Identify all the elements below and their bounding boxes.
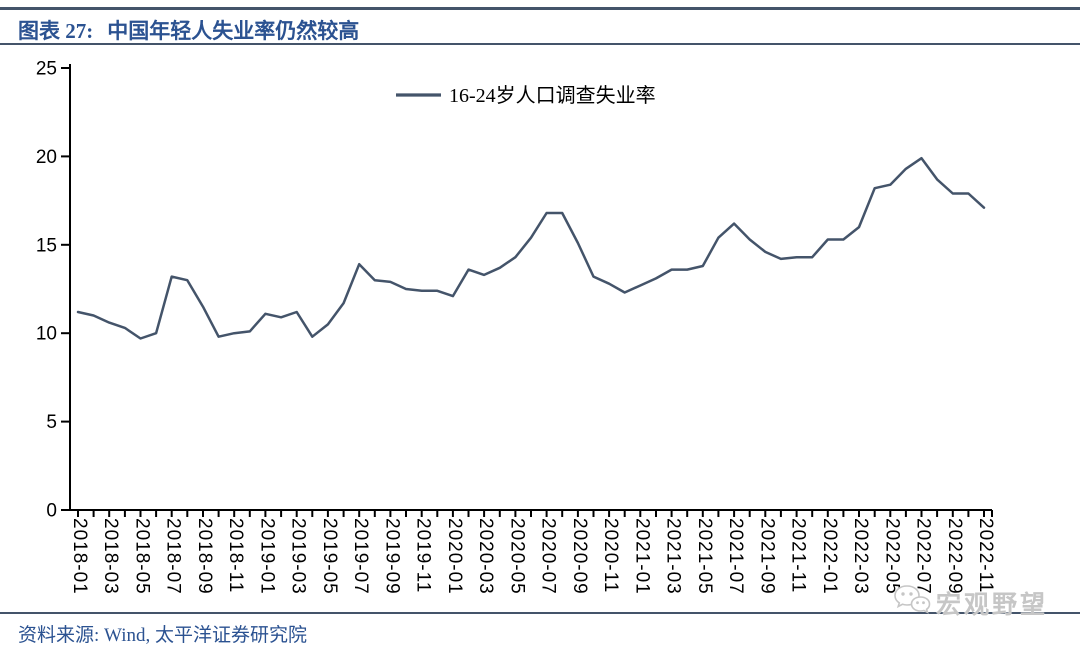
- series-line-youth-unemployment: [76, 156, 986, 340]
- svg-text:2021-05: 2021-05: [694, 518, 715, 595]
- svg-text:16-24岁人口调查失业率: 16-24岁人口调查失业率: [449, 84, 656, 107]
- svg-text:2020-01: 2020-01: [444, 518, 465, 595]
- title-divider: [0, 43, 1080, 45]
- svg-text:2020-07: 2020-07: [538, 518, 559, 595]
- svg-text:2019-09: 2019-09: [381, 518, 402, 595]
- svg-text:2021-03: 2021-03: [663, 518, 684, 595]
- top-rule: [0, 7, 1080, 10]
- svg-text:2018-09: 2018-09: [194, 518, 215, 595]
- svg-text:2021-01: 2021-01: [631, 518, 652, 595]
- svg-text:2018-07: 2018-07: [163, 518, 184, 595]
- svg-text:2022-03: 2022-03: [850, 518, 871, 595]
- svg-text:2022-07: 2022-07: [913, 518, 934, 595]
- footer-divider: [0, 612, 1080, 614]
- figure-title: 图表 27: 中国年轻人失业率仍然较高: [18, 15, 359, 45]
- svg-text:2022-09: 2022-09: [944, 518, 965, 595]
- figure-title-text: 中国年轻人失业率仍然较高: [107, 19, 360, 43]
- svg-text:0: 0: [46, 501, 57, 522]
- svg-text:2019-05: 2019-05: [319, 518, 340, 595]
- svg-text:20: 20: [36, 147, 57, 168]
- svg-text:2020-11: 2020-11: [600, 518, 621, 593]
- svg-text:2021-11: 2021-11: [788, 518, 809, 593]
- source-text: 资料来源: Wind, 太平洋证券研究院: [18, 625, 307, 646]
- svg-text:2018-03: 2018-03: [100, 518, 121, 595]
- source-note: 资料来源: Wind, 太平洋证券研究院: [18, 620, 307, 647]
- svg-text:15: 15: [36, 235, 57, 256]
- svg-text:2019-11: 2019-11: [413, 518, 434, 593]
- svg-text:2020-05: 2020-05: [506, 518, 527, 595]
- svg-text:2018-11: 2018-11: [225, 518, 246, 593]
- wechat-icon: [893, 584, 931, 621]
- x-tick-labels: 2018-01 2018-03 2018-05 2018-07 2018-09 2018-…: [69, 518, 996, 595]
- svg-text:25: 25: [36, 59, 57, 80]
- line-chart: 0 5 10 15 20 25 2018-01 2018-03 2018-05 2018-07 20…: [0, 48, 1080, 608]
- svg-text:2018-05: 2018-05: [132, 518, 153, 595]
- svg-text:2021-07: 2021-07: [725, 518, 746, 595]
- svg-text:2022-01: 2022-01: [819, 518, 840, 595]
- svg-text:2020-09: 2020-09: [569, 518, 590, 595]
- svg-text:2018-01: 2018-01: [69, 518, 90, 595]
- svg-text:2019-07: 2019-07: [350, 518, 371, 595]
- svg-text:2020-03: 2020-03: [475, 518, 496, 595]
- watermark-text: 宏观野望: [936, 590, 1049, 619]
- svg-text:2022-11: 2022-11: [975, 518, 996, 593]
- y-tick-labels: 0 5 10 15 20 25: [36, 59, 57, 522]
- axes: [61, 64, 993, 517]
- svg-text:2022-05: 2022-05: [881, 518, 902, 595]
- svg-text:2019-03: 2019-03: [288, 518, 309, 595]
- watermark: 宏观野望: [893, 584, 1048, 621]
- figure-number-label: 图表 27:: [18, 19, 94, 43]
- chart-legend: 16-24岁人口调查失业率: [396, 84, 656, 107]
- svg-text:2019-01: 2019-01: [256, 518, 277, 595]
- svg-text:10: 10: [36, 324, 57, 345]
- svg-text:5: 5: [46, 412, 57, 433]
- svg-text:2021-09: 2021-09: [756, 518, 777, 595]
